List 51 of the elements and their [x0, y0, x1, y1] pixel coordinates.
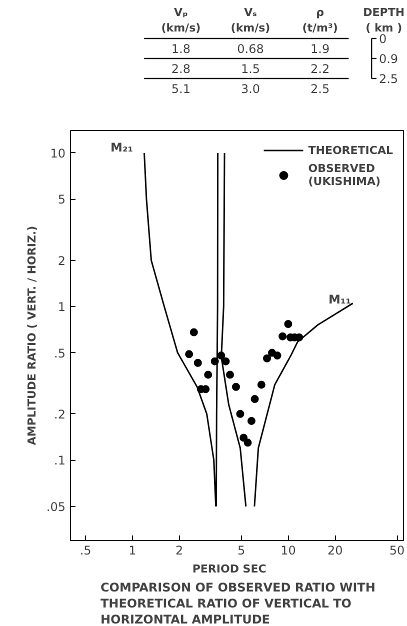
point: [244, 438, 252, 447]
y-tick-label: .5: [54, 346, 66, 360]
text: 3.0: [240, 82, 260, 96]
text: 1.5: [240, 62, 260, 76]
point: [240, 434, 248, 442]
y-tick-label: .1: [54, 454, 66, 468]
text: 2.5: [378, 72, 398, 86]
y-tick-label: 5: [58, 192, 66, 207]
x-tick-label: 10: [280, 544, 296, 558]
legend-label: OBSERVED (UKISHIMA): [308, 162, 381, 188]
annotation: M₂₁: [110, 140, 133, 154]
y-tick-label: 1: [58, 300, 66, 314]
x-tick-label: .5: [80, 544, 92, 558]
y-tick-label: .05: [46, 500, 66, 514]
point: [236, 410, 244, 418]
point: [185, 350, 194, 358]
y-tick-label: 10: [50, 146, 66, 160]
point: [232, 382, 240, 391]
legend-label: THEORETICAL: [308, 144, 393, 156]
text: 0: [378, 32, 387, 46]
x-tick-label: 20: [327, 544, 343, 558]
text: 5.1: [171, 82, 191, 96]
text: Vₚ (km/s): [161, 6, 201, 34]
text: 1.8: [171, 42, 191, 56]
y-axis-title: AMPLITUDE RATIO ( VERT. / HORIZ.): [25, 226, 38, 446]
point: [190, 328, 198, 336]
text: 0.9: [378, 52, 398, 66]
y-tick-label: 2: [58, 254, 66, 268]
text: Vₛ (km/s): [230, 6, 270, 34]
text: ρ (t/m³): [302, 6, 338, 34]
text: COMPARISON OF OBSERVED RATIO WITH THEORETICAL RATIO OF VERTICAL TO HORIZONTAL AMPLITUDE: [100, 580, 376, 626]
point: [263, 354, 272, 362]
x-tick-label: 50: [389, 544, 405, 558]
point: [257, 380, 266, 389]
point: [222, 357, 230, 366]
x-tick-label: 5: [238, 544, 246, 558]
y-tick-label: .2: [54, 407, 66, 422]
point: [217, 352, 226, 360]
point: [226, 370, 234, 379]
text: 0.68: [237, 42, 264, 56]
text: 2.2: [310, 62, 330, 76]
text: 1.9: [310, 42, 330, 56]
x-axis-title: PERIOD SEC: [192, 562, 266, 576]
point: [194, 358, 202, 367]
text: DEPTH ( km ): [363, 6, 405, 34]
x-tick-label: 2: [176, 544, 184, 558]
text: 2.5: [310, 82, 330, 96]
text: 2.8: [171, 62, 191, 76]
x-tick-label: 1: [128, 544, 136, 558]
annotation: M₁₁: [328, 292, 351, 306]
point: [273, 352, 282, 360]
